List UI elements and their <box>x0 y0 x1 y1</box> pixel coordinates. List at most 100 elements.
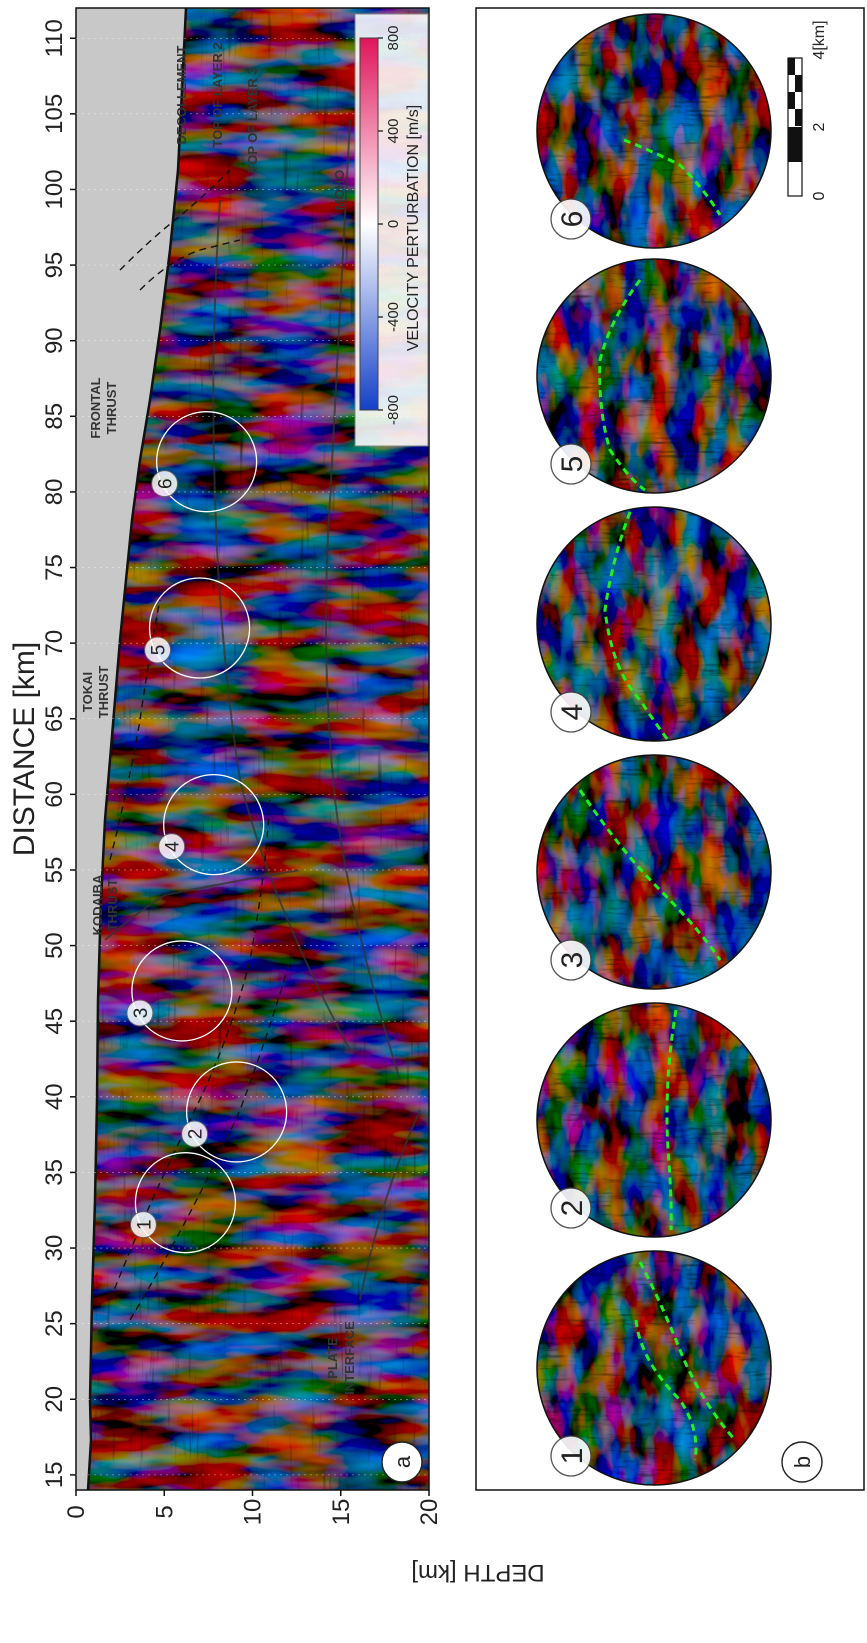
colorbar-tick-label: 0 <box>385 220 402 228</box>
interpretation-line <box>665 1009 678 1231</box>
panel-a-label: a <box>390 1455 415 1468</box>
zoom-badge <box>181 1120 209 1148</box>
scale-tick-4: 4[km] <box>811 20 828 59</box>
zoom-circle-label: 6 <box>156 478 177 489</box>
interpretation-line <box>598 279 646 492</box>
panel-b-badge <box>781 1441 823 1483</box>
zoom-circle <box>131 940 233 1042</box>
zoom-circle <box>155 411 258 513</box>
distance-tick-label: 45 <box>41 1008 68 1035</box>
zoom-circle-label: 5 <box>149 645 170 656</box>
zoom-badge <box>158 833 186 861</box>
layer3-label: TOP OF LAYER 3 <box>245 67 260 172</box>
zoom-circle-label: 3 <box>131 1008 152 1019</box>
colorbar-tick-label: -400 <box>385 302 402 332</box>
inset-label: 5 <box>556 456 589 473</box>
distance-tick-label: 20 <box>41 1386 68 1413</box>
moho-line <box>325 119 401 1081</box>
water-column <box>76 8 186 1490</box>
plate-label-1: PLATE <box>325 1337 340 1379</box>
interpretation-line <box>578 789 722 961</box>
inset-badges: 1 2 3 4 5 6 <box>550 198 592 1477</box>
colorbar-ticks: -800 -400 0 400 800 <box>378 25 402 425</box>
inset-label: 3 <box>556 952 589 969</box>
distance-tick-label: 85 <box>41 403 68 430</box>
zoom-circle <box>185 1061 288 1163</box>
interpretation-line <box>638 1261 737 1441</box>
panel-a-badge <box>381 1441 423 1483</box>
colorbar <box>359 37 379 411</box>
inset-2 <box>536 1002 772 1238</box>
inset-badge <box>550 1187 592 1229</box>
structure-annotations: KODAIBA THRUST TOKAI THRUST FRONTAL THRU… <box>80 42 357 1394</box>
plate-label-2: INTERFACE <box>342 1321 357 1395</box>
zoom-badge <box>126 999 154 1027</box>
inset-label: 4 <box>556 704 589 721</box>
distance-axis-title: DISTANCE [km] <box>8 642 41 856</box>
inset-badge <box>550 1435 592 1477</box>
seafloor-line <box>86 8 188 1490</box>
inset-label: 6 <box>556 211 589 228</box>
distance-tick-label: 55 <box>41 857 68 884</box>
zoom-badge <box>129 1211 157 1239</box>
scale-bar: 0 2 4[km] <box>787 20 828 200</box>
frontal-label-2: THRUST <box>104 382 119 435</box>
dashed-horizons <box>109 169 291 1321</box>
zoom-badge <box>151 470 179 498</box>
kodaiba-label-1: KODAIBA <box>90 874 105 935</box>
depth-tick-label: 0 <box>63 1505 90 1518</box>
inset-badge <box>550 443 592 485</box>
zoom-circle <box>134 1152 237 1254</box>
distance-tick-label: 25 <box>41 1310 68 1337</box>
scale-tick-0: 0 <box>811 191 828 200</box>
zoom-circle <box>148 577 251 679</box>
inset-label: 2 <box>556 1200 589 1217</box>
scale-tick-2: 2 <box>811 122 828 131</box>
layer2-label: TOP OF LAYER 2 <box>210 42 225 147</box>
distance-tick-label: 15 <box>41 1462 68 1489</box>
depth-tick-label: 10 <box>240 1499 267 1526</box>
distance-tick-label: 95 <box>41 252 68 279</box>
distance-tick-label: 30 <box>41 1235 68 1262</box>
depth-tick-label: 5 <box>151 1505 178 1518</box>
zoom-circle-label: 4 <box>163 841 184 852</box>
distance-tick-label: 105 <box>41 94 68 134</box>
zoom-circle <box>163 773 265 876</box>
inset-label: 1 <box>556 1448 589 1465</box>
distance-tick-label: 35 <box>41 1159 68 1186</box>
colorbar-tick-label: -800 <box>385 395 402 425</box>
panel-b: 1 2 3 4 5 6 0 2 4[km] b <box>475 7 865 1491</box>
kodaiba-label-2: THRUST <box>105 879 120 932</box>
plate-interface-line <box>359 1109 421 1301</box>
distance-tick-label: 70 <box>41 630 68 657</box>
distance-tick-label: 90 <box>41 327 68 354</box>
distance-tick-label: 75 <box>41 554 68 581</box>
tokai-label-1: TOKAI <box>80 672 95 712</box>
distance-tick-label: 110 <box>41 19 68 57</box>
zoom-circle-label: 2 <box>186 1129 207 1140</box>
colorbar-legend: -800 -400 0 400 800 VELOCITY PERTURBATION [m… <box>354 13 429 447</box>
panel-b-label: b <box>790 1456 815 1468</box>
inset-badge <box>550 939 592 981</box>
tokai-label-2: THRUST <box>96 666 111 719</box>
depth-ticks: 0 5 10 15 20 <box>63 1490 443 1525</box>
colorbar-tick-label: 400 <box>385 118 402 143</box>
colorbar-title: VELOCITY PERTURBATION [m/s] <box>405 105 422 351</box>
distance-tick-label: 40 <box>41 1083 68 1110</box>
distance-tick-label: 50 <box>41 932 68 959</box>
frontal-label-1: FRONTAL <box>88 377 103 438</box>
interpretation-line <box>623 138 722 216</box>
inset-badge <box>550 198 592 240</box>
inset-badge <box>550 691 592 733</box>
distance-tick-label: 65 <box>41 705 68 732</box>
distance-tick-label: 60 <box>41 781 68 808</box>
distance-tick-label: 100 <box>41 169 68 209</box>
moho-label: MOHO <box>332 170 347 210</box>
interpretation-line <box>634 1319 698 1461</box>
colorbar-tick-label: 800 <box>385 25 402 50</box>
distance-tick-label: 80 <box>41 479 68 506</box>
decollement-label: DECOLLEMENT <box>174 45 189 144</box>
zoom-badge <box>144 636 172 664</box>
